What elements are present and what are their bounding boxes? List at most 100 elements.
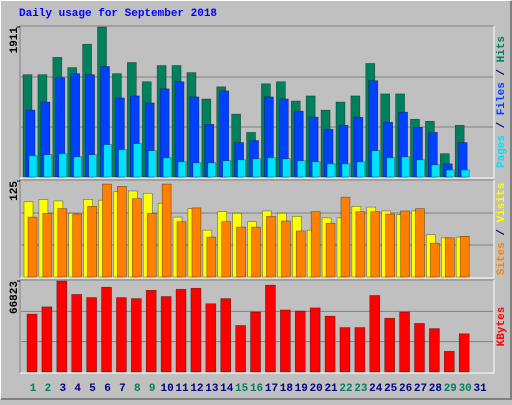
legend-entry: Pages bbox=[496, 135, 508, 168]
legend-separator: / bbox=[496, 115, 508, 135]
bar bbox=[414, 323, 425, 373]
bar bbox=[266, 216, 276, 278]
bar bbox=[252, 158, 261, 178]
x-tick-label: 14 bbox=[220, 383, 234, 395]
x-tick-label: 26 bbox=[399, 383, 412, 395]
bar bbox=[57, 208, 68, 278]
bar bbox=[220, 298, 232, 373]
bar bbox=[459, 235, 470, 278]
bar bbox=[160, 296, 172, 373]
bar bbox=[190, 287, 202, 373]
bar bbox=[356, 161, 366, 178]
bar bbox=[369, 295, 381, 373]
bar bbox=[340, 196, 351, 278]
bar bbox=[235, 325, 246, 373]
bar bbox=[236, 226, 246, 278]
legend-entry: Visits bbox=[496, 183, 508, 223]
bar bbox=[311, 161, 321, 178]
bar bbox=[415, 208, 425, 278]
bar bbox=[161, 183, 172, 278]
bar bbox=[325, 222, 336, 278]
bar bbox=[341, 163, 351, 178]
x-tick-label: 27 bbox=[414, 383, 427, 395]
x-tick-label: 25 bbox=[384, 383, 398, 395]
x-tick-label: 6 bbox=[104, 383, 111, 395]
x-tick-label: 16 bbox=[250, 383, 263, 395]
bar bbox=[28, 155, 38, 178]
bar bbox=[430, 242, 440, 278]
x-tick-label: 8 bbox=[134, 383, 141, 395]
bar bbox=[385, 213, 395, 278]
bar bbox=[386, 157, 395, 178]
bar bbox=[443, 351, 455, 373]
bar bbox=[42, 212, 53, 278]
x-tick-label: 3 bbox=[60, 383, 67, 395]
bar bbox=[310, 211, 321, 278]
bar bbox=[162, 157, 172, 178]
bar bbox=[103, 144, 112, 178]
chart-title: Daily usage for September 2018 bbox=[19, 8, 217, 20]
x-tick-label: 19 bbox=[295, 383, 308, 395]
bar bbox=[43, 154, 53, 178]
bar bbox=[251, 226, 261, 278]
bar bbox=[88, 154, 97, 178]
bar bbox=[265, 284, 276, 373]
x-tick-label: 18 bbox=[280, 383, 294, 395]
x-tick-label: 21 bbox=[324, 383, 338, 395]
x-tick-label: 30 bbox=[459, 383, 472, 395]
bar bbox=[431, 164, 440, 178]
bar bbox=[326, 163, 336, 178]
bar bbox=[401, 156, 410, 178]
bar bbox=[250, 311, 261, 373]
x-tick-label: 10 bbox=[161, 383, 174, 395]
bar bbox=[205, 303, 217, 373]
bar bbox=[445, 169, 455, 178]
x-tick-label: 17 bbox=[265, 383, 278, 395]
bar bbox=[118, 149, 127, 178]
x-tick-label: 4 bbox=[74, 383, 81, 395]
bar bbox=[116, 297, 127, 373]
legend-entry: Hits bbox=[496, 36, 508, 62]
panel-bevel-light bbox=[20, 280, 495, 374]
bar bbox=[41, 306, 53, 373]
x-tick-label: 20 bbox=[310, 383, 323, 395]
x-tick-label: 9 bbox=[149, 383, 156, 395]
bar bbox=[355, 211, 366, 278]
x-tick-label: 1 bbox=[30, 383, 37, 395]
bar bbox=[371, 150, 381, 178]
panel-bevel-light bbox=[20, 26, 495, 179]
bar bbox=[399, 311, 410, 373]
bar bbox=[72, 213, 83, 278]
x-tick-label: 31 bbox=[473, 383, 487, 395]
bar bbox=[191, 207, 202, 278]
bar bbox=[384, 317, 395, 373]
bar bbox=[73, 156, 83, 178]
y-tick-label: 66823 bbox=[9, 281, 21, 314]
legend-entry: Sites bbox=[496, 242, 508, 275]
bar bbox=[416, 159, 425, 178]
bar bbox=[458, 333, 470, 373]
bar bbox=[309, 307, 321, 373]
bar bbox=[176, 221, 187, 278]
panel-bevel-dark bbox=[19, 179, 494, 278]
bar bbox=[294, 310, 306, 373]
bar bbox=[296, 160, 306, 178]
bar bbox=[175, 288, 187, 373]
bar bbox=[221, 221, 232, 278]
bar bbox=[206, 236, 217, 278]
legend-separator: / bbox=[496, 62, 508, 82]
bar bbox=[267, 157, 276, 178]
bar bbox=[87, 206, 97, 278]
bar bbox=[177, 161, 187, 178]
bar bbox=[460, 169, 470, 178]
x-tick-label: 5 bbox=[89, 383, 96, 395]
bar bbox=[354, 327, 366, 373]
x-tick-label: 13 bbox=[205, 383, 219, 395]
bar bbox=[131, 298, 142, 373]
bar bbox=[132, 198, 142, 278]
bar bbox=[56, 280, 68, 373]
bar bbox=[282, 158, 291, 178]
bar bbox=[101, 286, 112, 373]
